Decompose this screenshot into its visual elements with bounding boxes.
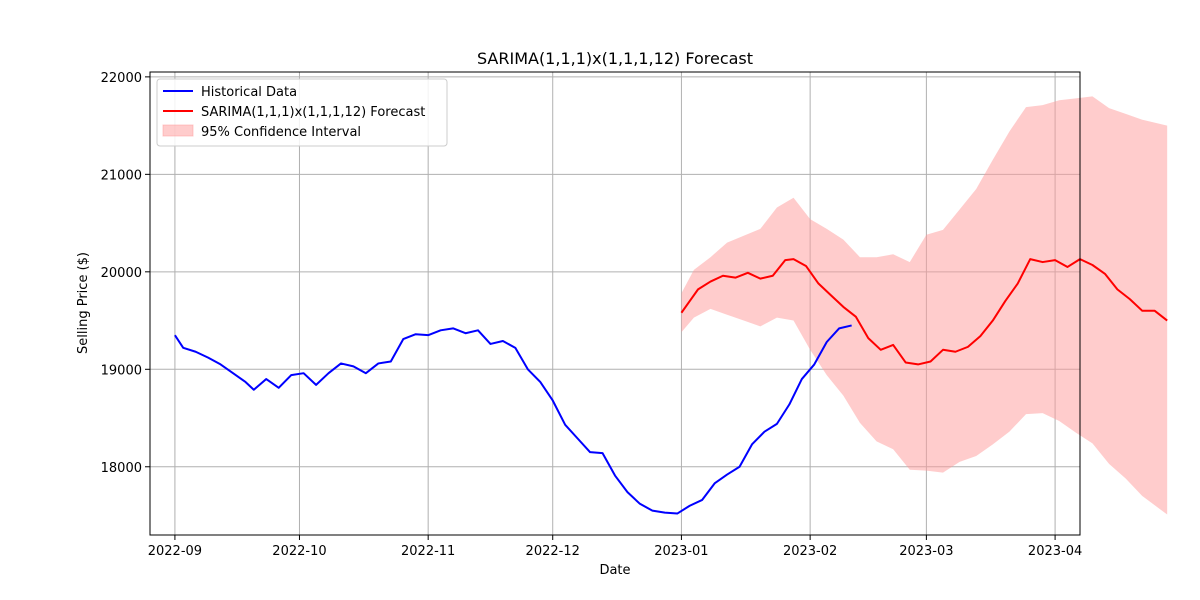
legend-swatch-confidence xyxy=(162,124,194,137)
y-axis-label: Selling Price ($) xyxy=(76,252,91,354)
chart-title: SARIMA(1,1,1)x(1,1,1,12) Forecast xyxy=(477,49,753,68)
plot-area-frame xyxy=(149,71,1081,536)
axis-ticks: 2022-09 2022-10 2022-11 2022-12 2023-01 2023-… xyxy=(101,71,1083,559)
confidence-band-layer xyxy=(681,96,1168,515)
x-tick-label: 2022-11 xyxy=(401,544,455,559)
y-tick-label: 18000 xyxy=(101,461,142,476)
y-tick-label: 22000 xyxy=(101,71,142,86)
series-lines-layer xyxy=(174,258,1168,515)
x-tick-label: 2023-02 xyxy=(783,544,837,559)
forecast-line xyxy=(680,258,1168,366)
legend-label-confidence: 95% Confidence Interval xyxy=(201,125,361,140)
x-tick-label: 2022-10 xyxy=(272,544,326,559)
x-tick-label: 2023-01 xyxy=(654,544,708,559)
x-tick-label: 2022-12 xyxy=(526,544,580,559)
x-axis-label: Date xyxy=(599,563,630,578)
historical-data-line xyxy=(174,324,852,515)
legend-label-forecast: SARIMA(1,1,1)x(1,1,1,12) Forecast xyxy=(201,105,425,120)
y-tick-label: 19000 xyxy=(101,363,142,378)
chart-legend: Historical Data SARIMA(1,1,1)x(1,1,1,12)… xyxy=(156,78,448,147)
y-tick-label: 20000 xyxy=(101,266,142,281)
confidence-interval-band xyxy=(681,96,1168,515)
y-tick-label: 21000 xyxy=(101,168,142,183)
legend-box xyxy=(156,78,448,147)
x-tick-label: 2023-04 xyxy=(1028,544,1082,559)
legend-label-historical: Historical Data xyxy=(201,85,297,100)
x-tick-label: 2022-09 xyxy=(148,544,202,559)
x-tick-label: 2023-03 xyxy=(899,544,953,559)
